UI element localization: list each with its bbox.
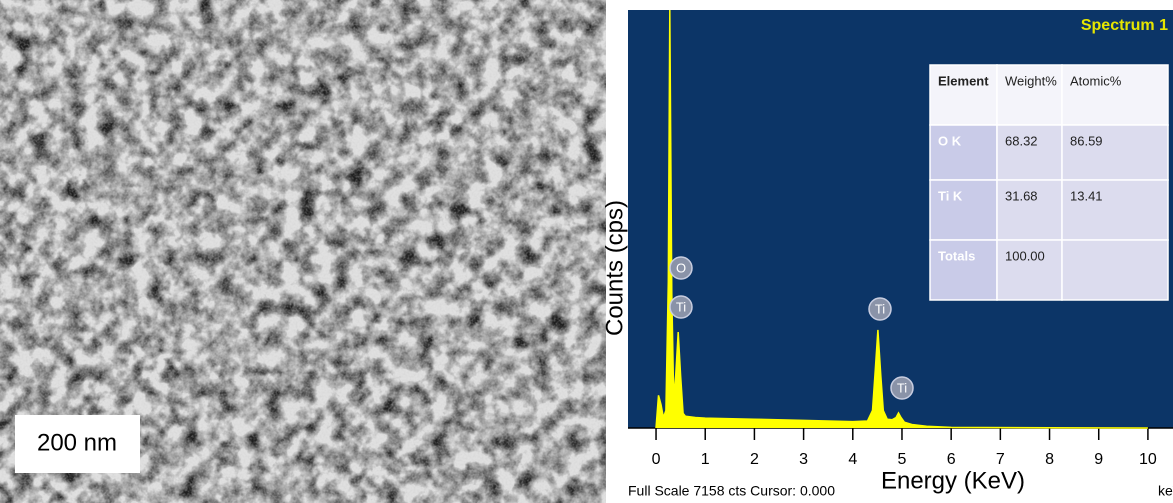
peak-label: Ti xyxy=(875,301,885,316)
table-text: 100.00 xyxy=(1005,248,1045,263)
x-tick-label: 0 xyxy=(652,451,661,468)
x-tick-label: 9 xyxy=(1094,451,1103,468)
y-axis-label: Counts (cps) xyxy=(601,200,628,336)
table-text: 13.41 xyxy=(1070,188,1103,203)
table-text: 86.59 xyxy=(1070,133,1103,148)
x-tick-label: 2 xyxy=(750,451,759,468)
sem-image: 200 nm xyxy=(0,0,606,503)
x-tick-label: 4 xyxy=(848,451,857,468)
x-tick-label: 8 xyxy=(1045,451,1054,468)
table-text: O K xyxy=(938,133,962,148)
peak-label: O xyxy=(676,260,686,275)
figure: 200 nm Spectrum 1 Counts (cps) Energy (K… xyxy=(0,0,1173,503)
x-tick-label: 7 xyxy=(996,451,1005,468)
x-unit: keV xyxy=(1158,483,1173,499)
table-text: Totals xyxy=(938,248,975,263)
x-tick-label: 10 xyxy=(1139,451,1157,468)
footer: Full Scale 7158 cts Cursor: 0.000 xyxy=(628,483,835,499)
table-text: Weight% xyxy=(1005,73,1057,88)
spectrum-title: Spectrum 1 xyxy=(1081,17,1168,34)
x-tick-label: 6 xyxy=(947,451,956,468)
table-cell xyxy=(1062,240,1168,300)
x-tick-label: 1 xyxy=(701,451,710,468)
peak-label: Ti xyxy=(676,299,686,314)
scale-label: 200 nm xyxy=(37,429,117,456)
table-text: Atomic% xyxy=(1070,73,1122,88)
table-text: 31.68 xyxy=(1005,188,1038,203)
x-axis-label: Energy (KeV) xyxy=(881,467,1025,494)
x-tick-label: 3 xyxy=(799,451,808,468)
table-text: Ti K xyxy=(938,188,963,203)
x-tick-label: 5 xyxy=(898,451,907,468)
table-text: Element xyxy=(938,73,989,88)
result-table: Element Weight% Atomic% O K 68.32 86.59 Ti K 31… xyxy=(930,65,1168,300)
spectrum-chart: Spectrum 1 Counts (cps) Energy (KeV) Ful… xyxy=(601,10,1173,499)
table-text: 68.32 xyxy=(1005,133,1038,148)
peak-label: Ti xyxy=(897,380,907,395)
